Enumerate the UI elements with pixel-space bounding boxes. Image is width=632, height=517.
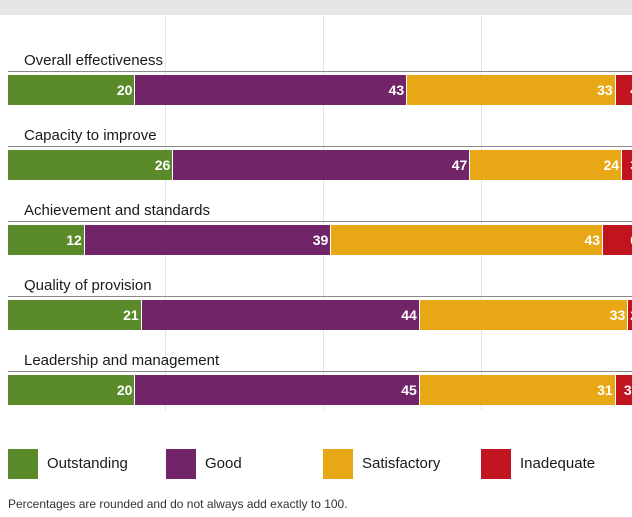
bar-segment-outstanding: 20 bbox=[8, 375, 135, 405]
bar-segment-good: 47 bbox=[172, 150, 470, 180]
row-divider bbox=[8, 71, 632, 72]
stacked-bar: 21 44 332 bbox=[8, 300, 632, 330]
gridline bbox=[481, 15, 482, 410]
data-label: 26 bbox=[154, 157, 171, 173]
legend-swatch-good bbox=[166, 449, 196, 479]
data-label: 3 bbox=[630, 150, 632, 180]
legend-label-good: Good bbox=[205, 455, 242, 472]
data-label: 20 bbox=[116, 82, 133, 98]
legend-swatch-outstanding bbox=[8, 449, 38, 479]
data-label: 31 bbox=[597, 382, 613, 398]
data-label: 20 bbox=[116, 382, 133, 398]
category-label: Capacity to improve bbox=[24, 127, 157, 144]
footnote: Percentages are rounded and do not alway… bbox=[8, 497, 348, 511]
bar-segment-inadequate: 3 bbox=[621, 150, 632, 180]
bar-segment-inadequate: 6 bbox=[602, 225, 632, 255]
data-label: 21 bbox=[123, 307, 139, 323]
data-label: 44 bbox=[401, 307, 417, 323]
bar-segment-good: 44 bbox=[140, 300, 419, 330]
stacked-bar: 20 43 33 4 bbox=[8, 75, 632, 105]
gridlines bbox=[0, 15, 632, 410]
bar-segment-good: 39 bbox=[83, 225, 331, 255]
bar-segment-satisfactory: 24 bbox=[469, 150, 622, 180]
data-label: 33 bbox=[609, 307, 626, 323]
stacked-bar: 12 39 43 6 bbox=[8, 225, 632, 255]
category-label: Achievement and standards bbox=[24, 202, 210, 219]
legend-label-inadequate: Inadequate bbox=[520, 455, 596, 472]
row-divider bbox=[8, 296, 632, 297]
data-label: 39 bbox=[312, 232, 329, 248]
bar-segment-outstanding: 21 bbox=[8, 300, 141, 330]
gridline bbox=[165, 15, 166, 410]
bar-segment-satisfactory: 43 bbox=[330, 225, 603, 255]
bar-segment-satisfactory: 31 bbox=[418, 375, 615, 405]
data-label: 43 bbox=[388, 82, 405, 98]
bar-segment-inadequate: 4 bbox=[614, 75, 632, 105]
category-label: Overall effectiveness bbox=[24, 52, 163, 69]
stacked-bar: 20 45 31 3 bbox=[8, 375, 632, 405]
row-divider bbox=[8, 146, 632, 147]
data-label: 33 bbox=[597, 82, 613, 98]
legend-label-satisfactory: Satisfactory bbox=[362, 455, 441, 472]
category-label: Leadership and management bbox=[24, 352, 220, 369]
data-label: 45 bbox=[401, 382, 417, 398]
bar-segment-good: 45 bbox=[134, 375, 419, 405]
data-label: 24 bbox=[603, 157, 620, 173]
data-label: 3 bbox=[623, 382, 632, 398]
bar-segment-satisfactory: 33 bbox=[406, 75, 615, 105]
data-label: 2 bbox=[630, 300, 632, 330]
row-divider bbox=[8, 371, 632, 372]
bar-segment-outstanding: 12 bbox=[8, 225, 84, 255]
bar-segment-outstanding: 26 bbox=[8, 150, 173, 180]
category-label: Quality of provision bbox=[24, 277, 152, 294]
legend-swatch-satisfactory bbox=[323, 449, 353, 479]
data-label: 43 bbox=[584, 232, 601, 248]
bar-segment-inadequate: 2 bbox=[627, 300, 632, 330]
data-label: 6 bbox=[630, 225, 632, 255]
bar-segment-good: 43 bbox=[134, 75, 407, 105]
data-label: 47 bbox=[451, 157, 468, 173]
data-label: 12 bbox=[66, 232, 82, 248]
legend-swatch-inadequate bbox=[481, 449, 511, 479]
bar-segment-satisfactory: 33 bbox=[418, 300, 628, 330]
data-label: 4 bbox=[630, 75, 632, 105]
header-band bbox=[0, 0, 632, 15]
stacked-bar: 26 47 24 3 bbox=[8, 150, 632, 180]
bar-segment-outstanding: 20 bbox=[8, 75, 135, 105]
bar-segment-inadequate: 3 bbox=[614, 375, 632, 405]
gridline bbox=[323, 15, 324, 410]
legend-label-outstanding: Outstanding bbox=[47, 455, 128, 472]
row-divider bbox=[8, 221, 632, 222]
